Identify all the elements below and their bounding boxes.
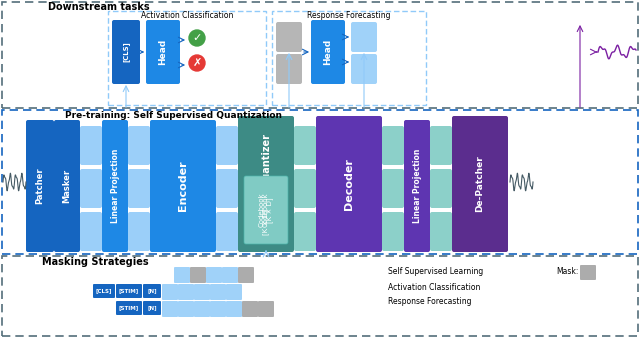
Text: Response Forecasting: Response Forecasting [307, 11, 391, 21]
Text: Encoder: Encoder [178, 161, 188, 211]
FancyBboxPatch shape [276, 54, 302, 84]
FancyBboxPatch shape [146, 20, 180, 84]
Circle shape [189, 55, 205, 71]
FancyBboxPatch shape [382, 126, 404, 165]
FancyBboxPatch shape [351, 22, 377, 52]
FancyBboxPatch shape [102, 120, 128, 252]
FancyBboxPatch shape [150, 120, 216, 252]
Text: Masker: Masker [63, 169, 72, 203]
Text: ✗: ✗ [192, 58, 202, 68]
Text: [CLS]: [CLS] [96, 289, 112, 293]
Bar [108, 11, 266, 105]
FancyBboxPatch shape [162, 301, 178, 317]
Text: [N]: [N] [147, 306, 157, 311]
Text: Codebook: Codebook [263, 193, 269, 227]
FancyBboxPatch shape [242, 301, 258, 317]
FancyBboxPatch shape [382, 212, 404, 251]
FancyBboxPatch shape [222, 267, 238, 283]
Text: De-Patcher: De-Patcher [476, 155, 484, 212]
Text: [K × D]: [K × D] [262, 209, 269, 235]
Text: Codebook
[K × D]: Codebook [K × D] [259, 193, 273, 227]
Bar [2, 110, 638, 254]
FancyBboxPatch shape [143, 284, 161, 298]
FancyBboxPatch shape [404, 120, 430, 252]
Text: Linear Projection: Linear Projection [111, 149, 120, 223]
FancyBboxPatch shape [238, 116, 294, 252]
Text: [STIM]: [STIM] [119, 289, 139, 293]
Text: Masking Strategies: Masking Strategies [42, 257, 148, 267]
FancyBboxPatch shape [194, 284, 210, 300]
FancyBboxPatch shape [226, 301, 242, 317]
FancyBboxPatch shape [238, 267, 254, 283]
Circle shape [189, 30, 205, 46]
FancyBboxPatch shape [430, 212, 452, 251]
FancyBboxPatch shape [430, 126, 452, 165]
Bar [2, 2, 638, 108]
Text: [CLS]: [CLS] [122, 42, 129, 63]
FancyBboxPatch shape [294, 126, 316, 165]
FancyBboxPatch shape [80, 212, 102, 251]
FancyBboxPatch shape [112, 20, 140, 84]
FancyBboxPatch shape [128, 169, 150, 208]
FancyBboxPatch shape [116, 301, 142, 315]
FancyBboxPatch shape [178, 301, 194, 317]
FancyBboxPatch shape [162, 284, 178, 300]
FancyBboxPatch shape [80, 126, 102, 165]
FancyBboxPatch shape [93, 284, 115, 298]
FancyBboxPatch shape [226, 284, 242, 300]
FancyBboxPatch shape [294, 169, 316, 208]
FancyBboxPatch shape [452, 116, 508, 252]
Text: Activation Classification: Activation Classification [388, 283, 481, 291]
FancyBboxPatch shape [216, 126, 238, 165]
Text: Linear Projection: Linear Projection [413, 149, 422, 223]
FancyBboxPatch shape [216, 169, 238, 208]
Text: Head: Head [323, 39, 333, 65]
Text: Decoder: Decoder [344, 158, 354, 210]
Text: [STIM]: [STIM] [119, 306, 139, 311]
FancyBboxPatch shape [382, 169, 404, 208]
FancyBboxPatch shape [216, 212, 238, 251]
FancyBboxPatch shape [116, 284, 142, 298]
Text: Head: Head [159, 39, 168, 65]
FancyBboxPatch shape [178, 284, 194, 300]
Text: ✓: ✓ [192, 33, 202, 43]
FancyBboxPatch shape [351, 54, 377, 84]
Text: Downstream tasks: Downstream tasks [48, 2, 150, 12]
Text: Patcher: Patcher [35, 168, 45, 204]
FancyBboxPatch shape [190, 267, 206, 283]
FancyBboxPatch shape [580, 265, 596, 280]
Text: Activation Classification: Activation Classification [141, 11, 233, 21]
FancyBboxPatch shape [128, 212, 150, 251]
FancyBboxPatch shape [143, 301, 161, 315]
FancyBboxPatch shape [194, 301, 210, 317]
Text: Self Supervised Learning: Self Supervised Learning [388, 267, 483, 276]
Text: Mask:: Mask: [556, 267, 579, 276]
Bar [272, 11, 426, 105]
Text: [N]: [N] [147, 289, 157, 293]
Text: Response Forecasting: Response Forecasting [388, 297, 472, 307]
Text: Pre-training: Self Supervised Quantization: Pre-training: Self Supervised Quantizati… [65, 111, 282, 120]
FancyBboxPatch shape [316, 116, 382, 252]
Text: Quantizer: Quantizer [261, 133, 271, 187]
FancyBboxPatch shape [244, 176, 288, 244]
FancyBboxPatch shape [276, 22, 302, 52]
FancyBboxPatch shape [206, 267, 222, 283]
FancyBboxPatch shape [54, 120, 80, 252]
FancyBboxPatch shape [174, 267, 190, 283]
FancyBboxPatch shape [210, 301, 226, 317]
FancyBboxPatch shape [258, 301, 274, 317]
FancyBboxPatch shape [311, 20, 345, 84]
FancyBboxPatch shape [128, 126, 150, 165]
FancyBboxPatch shape [430, 169, 452, 208]
Bar [2, 256, 638, 336]
FancyBboxPatch shape [26, 120, 54, 252]
FancyBboxPatch shape [80, 169, 102, 208]
FancyBboxPatch shape [294, 212, 316, 251]
FancyBboxPatch shape [210, 284, 226, 300]
